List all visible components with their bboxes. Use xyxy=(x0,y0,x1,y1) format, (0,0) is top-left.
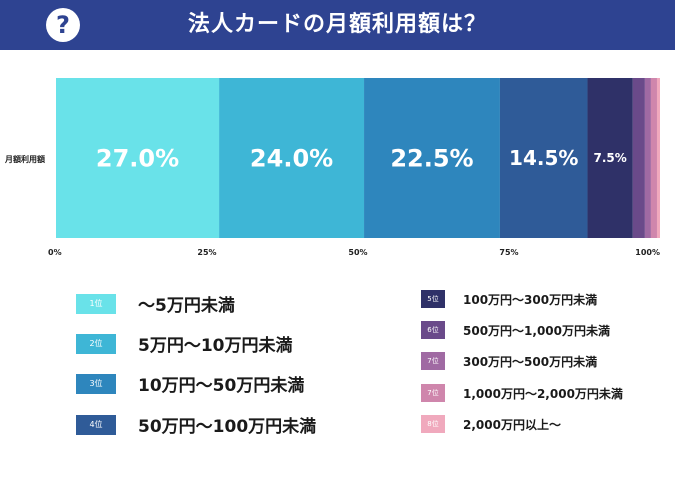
data-label-2: 24.0% xyxy=(250,144,333,172)
data-label-4: 14.5% xyxy=(509,146,578,170)
bar-segment-5 xyxy=(587,78,633,238)
legend-rank-badge: 2位 xyxy=(76,333,116,354)
legend-rank-badge: 5位 xyxy=(421,290,445,308)
stacked-bar-chart: 月額利用額 27.0% 24.0% 22.5% 14.5% 7.5% 0% 25% 50% 75%… xyxy=(4,78,660,257)
legend-label: 300万円〜500万円未満 xyxy=(463,354,598,369)
x-tick-label: 25% xyxy=(197,248,216,257)
legend-item: 1位 〜5万円未満 xyxy=(76,291,235,316)
bar-segment-9 xyxy=(656,78,660,238)
legend-item: 6位 500万円〜1,000万円未満 xyxy=(421,321,610,339)
bar-segment-7 xyxy=(644,78,651,238)
x-tick-label: 75% xyxy=(499,248,518,257)
data-label-5: 7.5% xyxy=(594,151,627,165)
x-tick-label: 50% xyxy=(348,248,367,257)
bar-segment-8 xyxy=(650,78,657,238)
bar-segment-4 xyxy=(499,78,588,238)
legend-label: 1,000万円〜2,000万円未満 xyxy=(463,386,623,401)
legend-rank-badge: 1位 xyxy=(76,293,116,314)
bar-segment-6 xyxy=(632,78,645,238)
bar-segment-2 xyxy=(219,78,365,238)
legend-label: 2,000万円以上〜 xyxy=(463,417,561,432)
legend-item: 7位 1,000万円〜2,000万円未満 xyxy=(421,384,623,402)
legend-rank-badge: 8位 xyxy=(421,415,445,433)
legend-label: 〜5万円未満 xyxy=(138,296,235,316)
legend-item: 8位 2,000万円以上〜 xyxy=(421,415,561,433)
legend-rank-badge: 3位 xyxy=(76,373,116,394)
bar-segment-3 xyxy=(364,78,500,238)
legend-rank-badge: 7位 xyxy=(421,384,445,402)
legend-item: 3位 10万円〜50万円未満 xyxy=(76,371,304,396)
category-label: 月額利用額 xyxy=(4,154,45,164)
bar-segment-1 xyxy=(56,78,220,238)
legend-label: 100万円〜300万円未満 xyxy=(463,292,598,307)
legend-label: 5万円〜10万円未満 xyxy=(138,336,293,356)
legend-rank-badge: 6位 xyxy=(421,321,445,339)
legend-rank-badge: 7位 xyxy=(421,352,445,370)
legend-item: 5位 100万円〜300万円未満 xyxy=(421,290,597,308)
x-tick-label: 0% xyxy=(48,248,62,257)
question-icon: ? xyxy=(46,8,80,42)
legend-label: 50万円〜100万円未満 xyxy=(138,417,317,437)
legend-item: 2位 5万円〜10万円未満 xyxy=(76,331,293,356)
x-tick-label: 100% xyxy=(635,248,660,257)
legend-label: 10万円〜50万円未満 xyxy=(138,376,305,396)
data-label-1: 27.0% xyxy=(96,144,179,172)
page-title: 法人カードの月額利用額は？ xyxy=(187,12,487,37)
legend-item: 4位 50万円〜100万円未満 xyxy=(76,412,316,437)
data-label-3: 22.5% xyxy=(390,144,473,172)
legend-rank-badge: 4位 xyxy=(76,414,116,435)
legend-item: 7位 300万円〜500万円未満 xyxy=(421,352,597,370)
legend-label: 500万円〜1,000万円未満 xyxy=(463,323,611,338)
header-bar: ? 法人カードの月額利用額は？ xyxy=(0,0,675,50)
